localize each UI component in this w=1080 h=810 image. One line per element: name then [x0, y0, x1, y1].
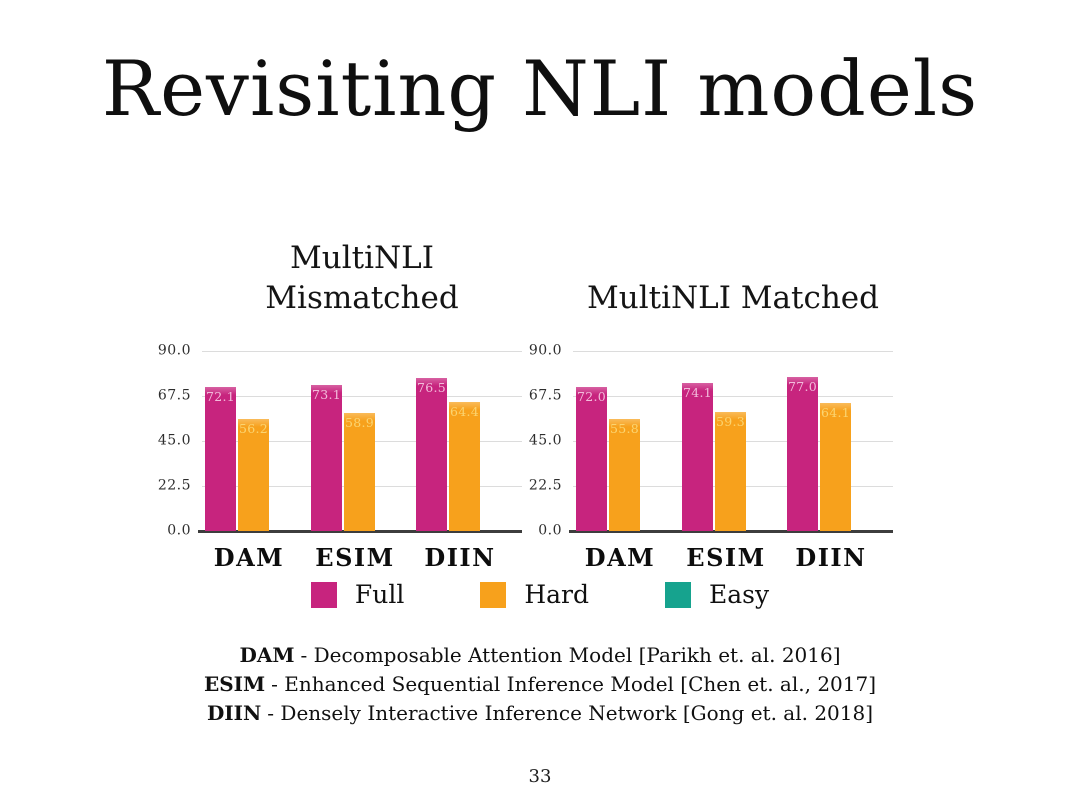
- y-axis-tick-label: 45.0: [528, 432, 562, 449]
- bar-hard-diin: 64.4: [449, 402, 480, 531]
- y-axis-tick-label: 0.0: [538, 522, 562, 539]
- bar-value-label: 72.1: [205, 389, 236, 404]
- chart-multinli-mismatched: MultiNLI Mismatched 90.0 67.5 45.0 22.5 0.0 7…: [145, 236, 522, 573]
- chart-title: MultiNLI Matched: [573, 236, 893, 318]
- y-axis-tick-label: 45.0: [157, 432, 191, 449]
- x-category-label-dam: DAM: [213, 543, 285, 572]
- bar-hard-esim: 59.3: [715, 412, 746, 531]
- bar-hard-esim: 58.9: [344, 413, 375, 531]
- bar-value-label: 64.1: [820, 405, 851, 420]
- bar-group-dam: 72.0 55.8: [576, 387, 640, 531]
- chart-title-text: Mismatched: [265, 280, 459, 316]
- chart-title-text: MultiNLI Matched: [586, 280, 879, 316]
- x-axis-line: [569, 530, 893, 533]
- bar-value-label: 76.5: [416, 380, 447, 395]
- footnote-esim: ESIM - Enhanced Sequential Inference Mode…: [0, 670, 1080, 699]
- bar-value-label: 55.8: [609, 421, 640, 436]
- legend-item-easy: Easy: [665, 580, 769, 609]
- x-category-label-esim: ESIM: [686, 543, 766, 572]
- gridline: [573, 351, 893, 352]
- plot: 72.1 56.2 73.1 58.9 76.5 64.4: [198, 351, 522, 533]
- bar-value-label: 59.3: [715, 414, 746, 429]
- legend-item-full: Full: [310, 580, 405, 609]
- bar-value-label: 74.1: [682, 385, 713, 400]
- bar-full-dam: 72.1: [205, 387, 236, 531]
- bar-group-diin: 77.0 64.1: [787, 377, 851, 531]
- bar-full-esim: 74.1: [682, 383, 713, 531]
- bar-group-dam: 72.1 56.2: [205, 387, 269, 531]
- y-axis-tick-label: 90.0: [157, 342, 191, 359]
- chart-title-text: MultiNLI: [290, 240, 434, 276]
- footnote-abbr: DIIN: [206, 701, 262, 725]
- chart-multinli-matched: MultiNLI Matched 90.0 67.5 45.0 22.5 0.0 72.…: [516, 236, 893, 573]
- plot: 72.0 55.8 74.1 59.3 77.0 64.1: [569, 351, 893, 533]
- legend-swatch-easy: [665, 581, 691, 608]
- bar-hard-diin: 64.1: [820, 403, 851, 531]
- chart-plot-area: 90.0 67.5 45.0 22.5 0.0 72.1 56.2 73.1 58.9 76.5…: [145, 343, 522, 539]
- y-axis-tick-label: 67.5: [528, 387, 562, 404]
- y-axis-tick-label: 90.0: [528, 342, 562, 359]
- y-axis-tick-label: 0.0: [167, 522, 191, 539]
- gridline: [202, 396, 522, 397]
- footnote-dam: DAM - Decomposable Attention Model [Parik…: [0, 641, 1080, 670]
- bar-full-diin: 76.5: [416, 378, 447, 531]
- bar-group-esim: 74.1 59.3: [682, 383, 746, 531]
- bar-value-label: 77.0: [787, 379, 818, 394]
- legend-label: Hard: [524, 580, 589, 609]
- x-category-label-esim: ESIM: [315, 543, 395, 572]
- y-axis-tick-label: 67.5: [157, 387, 191, 404]
- footnote-diin: DIIN - Densely Interactive Inference Netw…: [0, 699, 1080, 728]
- y-axis: 90.0 67.5 45.0 22.5 0.0: [516, 343, 573, 539]
- chart-legend: Full Hard Easy: [0, 580, 1080, 609]
- footnote-abbr: DAM: [239, 643, 295, 667]
- x-axis-labels: DAM ESIM DIIN: [573, 543, 893, 573]
- y-axis-tick-label: 22.5: [528, 477, 562, 494]
- x-axis-line: [198, 530, 522, 533]
- bar-value-label: 56.2: [238, 421, 269, 436]
- legend-swatch-hard: [480, 581, 507, 608]
- x-category-label-dam: DAM: [584, 543, 656, 572]
- bar-value-label: 72.0: [576, 389, 607, 404]
- chart-plot-area: 90.0 67.5 45.0 22.5 0.0 72.0 55.8 74.1 59.3 77.0…: [516, 343, 893, 539]
- legend-item-hard: Hard: [480, 580, 589, 609]
- bar-group-diin: 76.5 64.4: [416, 378, 480, 531]
- legend-label: Easy: [709, 580, 770, 609]
- bar-hard-dam: 56.2: [238, 419, 269, 531]
- footnote-text: - Densely Interactive Inference Network …: [267, 701, 874, 725]
- x-category-label-diin: DIIN: [795, 543, 867, 572]
- legend-swatch-full: [310, 581, 337, 608]
- x-category-label-diin: DIIN: [424, 543, 496, 572]
- bar-full-dam: 72.0: [576, 387, 607, 531]
- page-title: Revisiting NLI models: [101, 44, 979, 133]
- bar-full-diin: 77.0: [787, 377, 818, 531]
- bar-value-label: 73.1: [311, 387, 342, 402]
- x-axis-labels: DAM ESIM DIIN: [202, 543, 522, 573]
- footnote-text: - Decomposable Attention Model [Parikh e…: [300, 643, 841, 667]
- gridline: [202, 351, 522, 352]
- page-number: 33: [528, 766, 552, 787]
- legend-label: Full: [354, 580, 405, 609]
- gridline: [573, 396, 893, 397]
- bar-value-label: 64.4: [449, 404, 480, 419]
- footnotes: DAM - Decomposable Attention Model [Parik…: [0, 641, 1080, 728]
- y-axis: 90.0 67.5 45.0 22.5 0.0: [145, 343, 202, 539]
- bar-full-esim: 73.1: [311, 385, 342, 531]
- bar-group-esim: 73.1 58.9: [311, 385, 375, 531]
- footnote-text: - Enhanced Sequential Inference Model [C…: [271, 672, 877, 696]
- bar-hard-dam: 55.8: [609, 419, 640, 531]
- y-axis-tick-label: 22.5: [157, 477, 191, 494]
- bar-value-label: 58.9: [344, 415, 375, 430]
- footnote-abbr: ESIM: [203, 672, 266, 696]
- chart-title: MultiNLI Mismatched: [202, 236, 522, 318]
